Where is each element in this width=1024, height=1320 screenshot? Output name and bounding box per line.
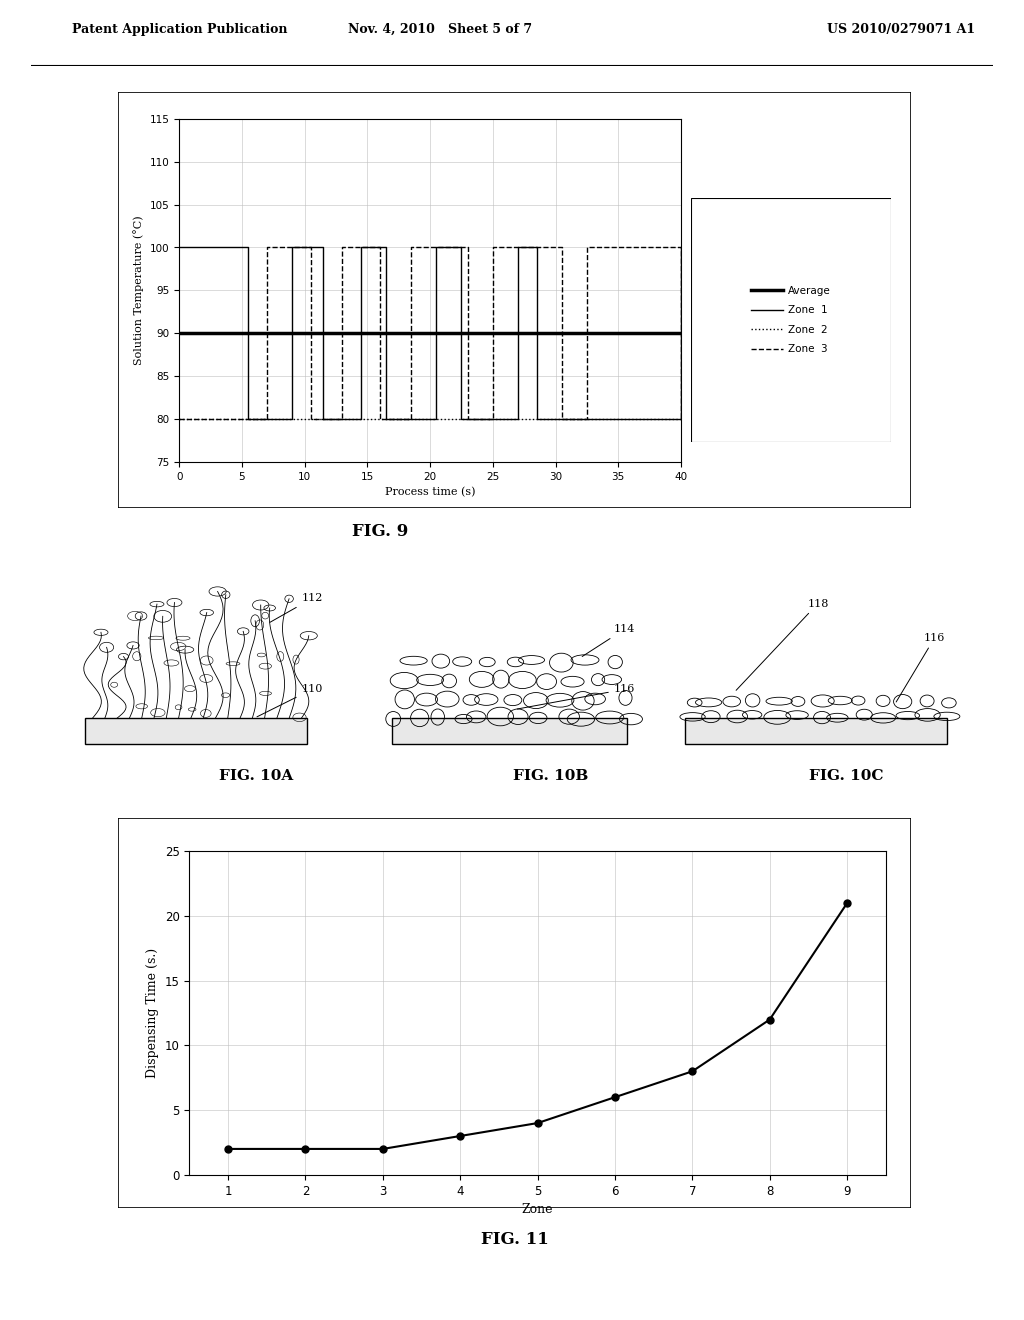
Text: 112: 112 xyxy=(270,594,323,622)
Text: Patent Application Publication: Patent Application Publication xyxy=(72,24,287,36)
Bar xyxy=(685,718,947,743)
Text: 114: 114 xyxy=(583,624,635,656)
Text: 110: 110 xyxy=(257,684,323,717)
Text: FIG. 10C: FIG. 10C xyxy=(809,768,883,783)
Y-axis label: Dispensing Time (s.): Dispensing Time (s.) xyxy=(146,948,160,1078)
Text: Nov. 4, 2010   Sheet 5 of 7: Nov. 4, 2010 Sheet 5 of 7 xyxy=(348,24,532,36)
Bar xyxy=(85,718,307,743)
Text: 116: 116 xyxy=(896,632,945,702)
Text: FIG. 10A: FIG. 10A xyxy=(219,768,293,783)
Text: FIG. 11: FIG. 11 xyxy=(480,1232,549,1247)
Text: 116: 116 xyxy=(517,684,635,709)
Legend: Average, Zone  1, Zone  2, Zone  3: Average, Zone 1, Zone 2, Zone 3 xyxy=(748,282,835,358)
X-axis label: Zone: Zone xyxy=(522,1203,553,1216)
Text: FIG. 9: FIG. 9 xyxy=(351,523,408,540)
Text: 118: 118 xyxy=(736,598,828,690)
Text: FIG. 10B: FIG. 10B xyxy=(513,768,589,783)
Bar xyxy=(392,718,627,743)
Y-axis label: Solution Temperature (°C): Solution Temperature (°C) xyxy=(133,215,144,366)
X-axis label: Process time (s): Process time (s) xyxy=(385,487,475,498)
Text: US 2010/0279071 A1: US 2010/0279071 A1 xyxy=(827,24,975,36)
